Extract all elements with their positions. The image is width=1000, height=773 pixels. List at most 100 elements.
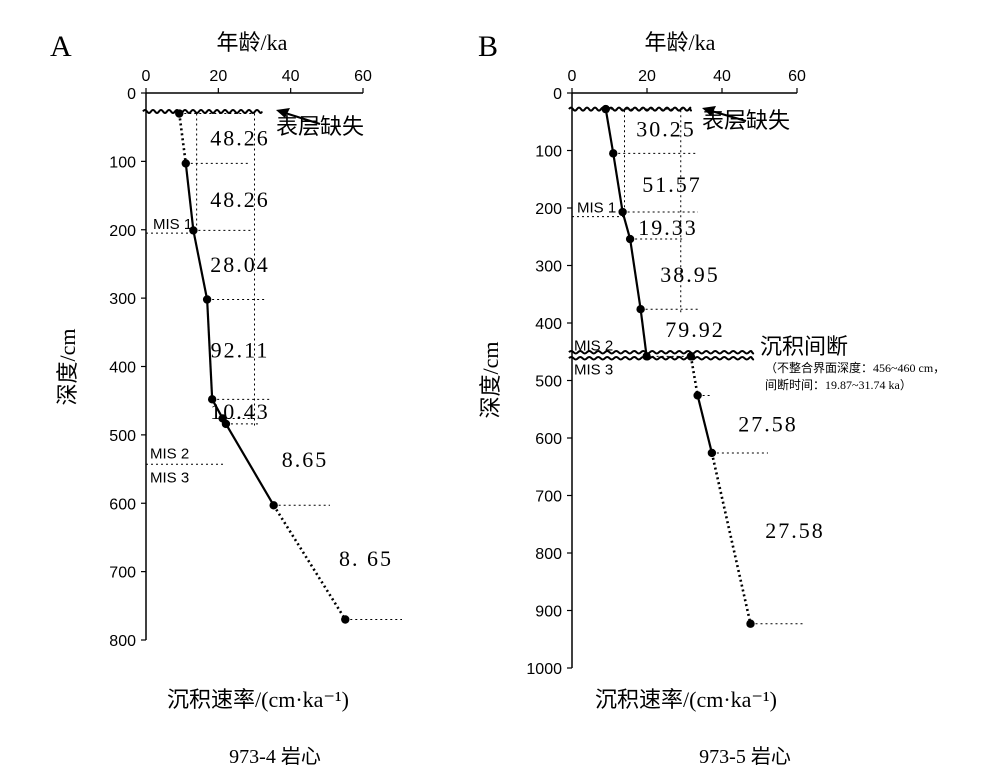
panel-b-rate-label: 19.33 [638, 215, 698, 240]
panel-a-rate-label: 28.04 [210, 252, 270, 277]
panel-a-data-point [181, 159, 190, 168]
panel-a-age-tick-label: 40 [282, 68, 300, 85]
panel-b-depth-tick-label: 400 [535, 316, 562, 333]
panel-b-age-tick-label: 20 [638, 68, 656, 85]
panel-a-surface-arrow-head [276, 108, 290, 118]
panel-a-rate-label: 48.26 [210, 125, 270, 150]
panel-b-depth-axis-title: 深度/cm [478, 342, 503, 419]
panel-b-surface-arrow-head [702, 106, 716, 116]
panel-a-depth-tick-label: 100 [109, 154, 136, 171]
panel-b-age-depth-segment [621, 211, 632, 240]
panel-b-data-point [609, 149, 618, 158]
panel-a-age-depth-segment [184, 163, 195, 231]
panel-a-data-point [207, 395, 217, 404]
panel-letter-b: B [478, 30, 498, 63]
panel-a-age-depth-segment [206, 299, 214, 400]
panel-a-age-depth-segment [224, 423, 275, 506]
panel-a-rate-label: 10.43 [210, 399, 270, 424]
panel-a: A 年龄/ka 深度/cm 沉积速率/(cm·ka⁻¹) 973-4 岩心 表层… [50, 30, 402, 768]
panel-b-age-depth-segment [604, 108, 615, 154]
panel-b-depth-tick-label: 200 [535, 201, 562, 218]
panel-a-rate-label: 92.11 [211, 337, 270, 362]
panel-b-hiatus-label: 沉积间断 [760, 334, 848, 359]
panel-b-rate-label: 38.95 [660, 262, 720, 287]
panel-b-depth-tick-label: 600 [535, 431, 562, 448]
panel-b-depth-tick-label: 300 [535, 259, 562, 276]
panel-a-age-axis-title: 年龄/ka [217, 30, 288, 55]
panel-b-depth-tick-label: 800 [535, 546, 562, 563]
panel-a-age-tick-label: 20 [209, 68, 227, 85]
panel-b-depth-tick-label: 900 [535, 604, 562, 621]
panel-b-age-depth-segment [612, 153, 624, 213]
panel-a-age-tick-label: 0 [142, 68, 151, 85]
panel-b-data-point [707, 448, 717, 458]
panel-b-surface-unconformity [568, 106, 692, 112]
panel-b-age-depth-segment [629, 238, 642, 310]
panel-a-data-point [221, 419, 231, 429]
panel-a-age-depth-segment [192, 230, 209, 300]
panel-b-rate-label: 51.57 [642, 172, 702, 197]
panel-a-surface-arrow-shaft [281, 110, 321, 126]
panel-a-data-point [341, 615, 350, 624]
panel-b-age-tick-label: 60 [788, 68, 806, 85]
panel-b-hiatus-line-lower [568, 355, 755, 361]
panel-b-depth-tick-label: 700 [535, 489, 562, 506]
panel-b-mis-label: MIS 2 [574, 337, 613, 354]
panel-b-age-axis-title: 年龄/ka [645, 30, 716, 55]
panel-a-data-point [175, 109, 184, 118]
panel-b: B 年龄/ka 深度/cm 沉积速率/(cm·ka⁻¹) 973-5 岩心 表层… [478, 30, 945, 768]
panel-a-rate-label: 8.65 [282, 447, 329, 472]
panel-b-rate-label: 30.25 [636, 117, 696, 142]
panel-a-rate-label: 8. 65 [339, 546, 393, 571]
panel-letter-a: A [50, 30, 72, 63]
panel-a-depth-tick-label: 700 [109, 565, 136, 582]
panel-b-depth-tick-label: 1000 [526, 661, 562, 678]
panel-b-age-depth-segment [639, 309, 648, 357]
panel-b-rate-label: 27.58 [765, 518, 825, 543]
panel-a-depth-axis-title: 深度/cm [55, 329, 80, 406]
panel-a-depth-tick-label: 0 [127, 86, 136, 103]
panel-b-data-point [636, 305, 645, 314]
panel-a-age-depth-segment [272, 504, 347, 621]
panel-b-hiatus-line-upper [568, 349, 755, 355]
panel-b-age-tick-label: 40 [713, 68, 731, 85]
panel-a-depth-tick-label: 200 [109, 223, 136, 240]
panel-b-age-depth-segment [696, 395, 713, 454]
panel-a-age-tick-label: 60 [354, 68, 372, 85]
panel-a-data-point [202, 295, 212, 304]
panel-b-hiatus-note-1: （不整合界面深度：456~460 cm， [765, 360, 945, 375]
panel-a-depth-tick-label: 300 [109, 291, 136, 308]
panel-a-rate-axis-title: 沉积速率/(cm·ka⁻¹) [167, 687, 349, 712]
panel-b-depth-tick-label: 500 [535, 374, 562, 391]
panel-b-data-point [746, 619, 755, 628]
panel-b-hiatus-note-2: 间断时间：19.87~31.74 ka） [765, 377, 912, 392]
panel-a-depth-tick-label: 800 [109, 633, 136, 650]
panel-a-rate-label: 48.26 [210, 187, 270, 212]
panel-a-surface-unconformity [142, 108, 263, 114]
panel-b-age-depth-segment [710, 452, 752, 625]
panel-b-caption: 973-5 岩心 [699, 745, 791, 768]
panel-b-age-depth-segment [689, 356, 699, 396]
panel-b-mis-label: MIS 3 [574, 361, 613, 378]
panel-a-depth-tick-label: 600 [109, 496, 136, 513]
panel-b-depth-tick-label: 100 [535, 144, 562, 161]
panel-b-rate-label: 79.92 [665, 317, 725, 342]
panel-a-rate-axis-title-text: 沉积速率/(cm·ka⁻¹) [167, 687, 349, 712]
panel-b-data-point [693, 391, 702, 400]
panel-b-data-point [625, 234, 635, 244]
panel-a-mis-label: MIS 2 [150, 445, 189, 462]
panel-a-age-depth-segment [177, 113, 188, 164]
panel-b-depth-tick-label: 0 [553, 86, 562, 103]
panel-b-rate-label: 27.58 [738, 412, 798, 437]
panel-b-data-point [618, 207, 627, 217]
panel-a-data-point [269, 501, 278, 510]
panel-a-data-point [189, 226, 198, 235]
panel-a-depth-tick-label: 500 [109, 428, 136, 445]
panel-b-age-tick-label: 0 [568, 68, 577, 85]
panel-b-surface-arrow-shaft [707, 108, 747, 123]
panel-a-caption: 973-4 岩心 [229, 745, 321, 768]
panel-a-mis-label: MIS 1 [153, 216, 192, 233]
panel-a-surface-missing-label: 表层缺失 [276, 114, 364, 139]
panel-b-mis-label: MIS 1 [577, 200, 616, 217]
